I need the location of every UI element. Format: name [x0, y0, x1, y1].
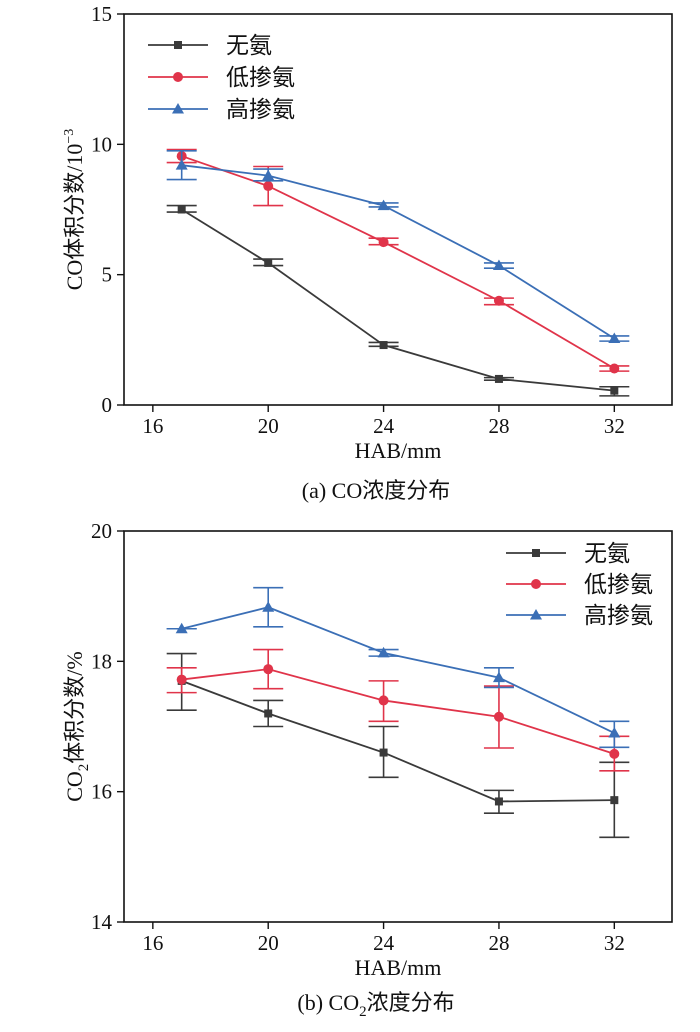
data-point [378, 237, 389, 248]
data-point [379, 341, 388, 350]
y-axis-label: CO体积分数/10−3 [62, 129, 87, 291]
y-tick-label: 0 [102, 393, 113, 417]
x-tick-label: 16 [142, 931, 163, 955]
y-axis-label: CO2体积分数/% [62, 651, 92, 802]
x-tick-label: 16 [142, 414, 163, 438]
y-tick-label: 16 [91, 780, 112, 804]
y-axis-label-superscript: −3 [62, 129, 77, 144]
x-tick-label: 32 [604, 931, 625, 955]
data-point [610, 796, 619, 805]
data-point [492, 671, 505, 683]
legend-entry: 高掺氨 [148, 97, 295, 123]
data-point [492, 259, 505, 271]
x-tick-label: 20 [258, 931, 279, 955]
series-line [181, 164, 615, 340]
data-point [262, 169, 275, 181]
chart-caption-subscript: 2 [359, 1004, 367, 1020]
y-axis-label-part: 体积分数/% [62, 651, 87, 763]
data-point [378, 695, 389, 706]
legend-marker [174, 41, 182, 49]
legend-label: 低掺氨 [584, 572, 653, 598]
data-point [610, 386, 619, 395]
x-tick-label: 24 [373, 931, 395, 955]
data-point [494, 797, 503, 806]
data-point [493, 711, 504, 722]
data-point [608, 727, 621, 738]
legend-marker [172, 103, 184, 114]
legend-entry: 低掺氨 [148, 65, 295, 91]
data-point [263, 181, 274, 192]
series-2 [166, 150, 630, 344]
data-point [377, 199, 390, 211]
series-0 [166, 204, 630, 397]
data-point [262, 601, 275, 612]
data-point [493, 295, 504, 306]
legend-entry: 无氨 [506, 541, 630, 567]
x-tick-label: 28 [488, 931, 509, 955]
plot-frame [123, 13, 673, 406]
series-1 [166, 148, 630, 374]
data-point [177, 205, 186, 214]
data-point [176, 674, 187, 685]
data-point [494, 374, 503, 383]
chart-caption-part: (b) CO [297, 990, 359, 1015]
data-point [379, 748, 388, 757]
legend-label: 高掺氨 [226, 97, 295, 123]
plot-frame [123, 530, 673, 923]
data-point [608, 332, 621, 344]
legend-label: 高掺氨 [584, 603, 653, 629]
y-axis-label-subscript: 2 [76, 764, 92, 772]
data-point [609, 748, 620, 759]
series-line [181, 208, 615, 392]
y-tick-label: 10 [91, 132, 112, 156]
data-point [264, 709, 273, 718]
data-point [377, 646, 390, 658]
series-line [181, 155, 615, 370]
y-tick-label: 20 [91, 519, 112, 543]
legend-label: 无氨 [226, 33, 272, 59]
data-point [175, 159, 188, 170]
x-axis-label: HAB/mm [355, 438, 442, 463]
chart-caption: (a) CO浓度分布 [302, 478, 450, 503]
chart-caption-text: (a) CO浓度分布 [302, 478, 450, 503]
data-point [609, 363, 620, 374]
series-line [181, 668, 615, 755]
series-line [181, 606, 615, 734]
x-tick-label: 20 [258, 414, 279, 438]
x-tick-label: 28 [488, 414, 509, 438]
legend-marker [532, 549, 540, 557]
y-axis-label-part: CO [62, 771, 87, 802]
x-axis-label: HAB/mm [355, 955, 442, 980]
series-2 [166, 586, 630, 749]
y-tick-label: 5 [102, 263, 113, 287]
data-point [175, 622, 188, 634]
series-0 [166, 652, 630, 839]
chart-caption-part: 浓度分布 [367, 990, 455, 1015]
x-tick-label: 24 [373, 414, 395, 438]
chart-panel-a: 16 20 24 28 32 0 5 10 15 HAB/mm CO体积分数/10−3 (a) CO浓… [62, 2, 673, 503]
y-tick-label: 14 [91, 910, 113, 934]
x-tick-label: 32 [604, 414, 625, 438]
legend-entry: 无氨 [148, 33, 272, 59]
legend-label: 无氨 [584, 541, 630, 567]
legend-marker [530, 609, 542, 620]
legend-marker [531, 579, 541, 589]
data-point [263, 664, 274, 675]
legend-label: 低掺氨 [226, 65, 295, 91]
data-point [264, 258, 273, 267]
legend-entry: 高掺氨 [506, 603, 653, 629]
y-tick-label: 15 [91, 2, 112, 26]
legend-entry: 低掺氨 [506, 572, 653, 598]
series-1 [166, 648, 630, 772]
chart-caption: (b) CO2浓度分布 [297, 990, 454, 1020]
legend-marker [173, 72, 183, 82]
y-axis-label-text: CO体积分数/10 [62, 144, 87, 291]
y-tick-label: 18 [91, 649, 112, 673]
series-line [181, 680, 615, 803]
